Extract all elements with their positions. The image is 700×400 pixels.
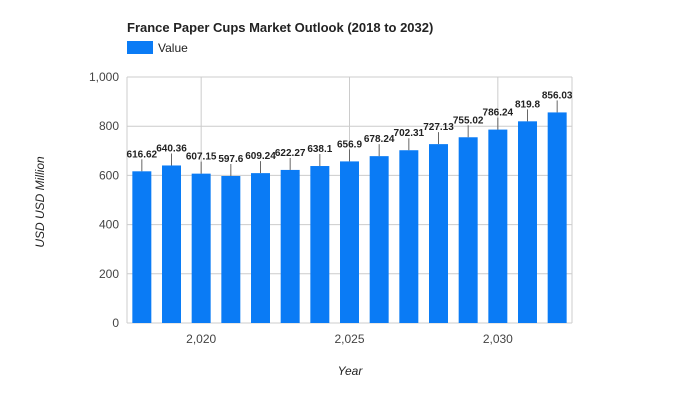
data-label: 678.24 xyxy=(364,134,395,145)
bar xyxy=(162,165,181,323)
data-label: 656.9 xyxy=(337,139,362,150)
bar xyxy=(369,156,389,323)
bar xyxy=(399,150,419,323)
x-tick-label: 2,020 xyxy=(186,332,216,346)
bar xyxy=(221,175,241,323)
bar xyxy=(518,121,537,324)
data-label: 638.1 xyxy=(307,144,332,155)
data-label: 786.24 xyxy=(483,108,514,119)
x-tick-label: 2,025 xyxy=(334,332,364,346)
data-label: 622.27 xyxy=(275,148,306,159)
data-label: 727.13 xyxy=(423,122,454,133)
x-axis-ticks: 2,020 2,025 2,030 xyxy=(186,332,513,346)
y-tick-label: 200 xyxy=(99,267,119,281)
y-tick-label: 600 xyxy=(99,168,119,182)
bar xyxy=(429,144,448,323)
bar xyxy=(310,166,330,323)
bar xyxy=(547,112,567,323)
bars xyxy=(132,112,567,324)
legend-label: Value xyxy=(158,41,188,55)
y-axis-title: USD USD Million xyxy=(33,156,47,248)
data-label: 640.36 xyxy=(156,143,187,154)
data-label: 597.6 xyxy=(218,154,243,165)
legend-swatch xyxy=(127,41,153,54)
y-axis-ticks: 0 200 400 600 800 1,000 xyxy=(89,70,119,330)
data-label: 755.02 xyxy=(453,115,484,126)
bar xyxy=(251,173,270,323)
data-label: 819.8 xyxy=(515,99,540,110)
x-tick-label: 2,030 xyxy=(483,332,513,346)
bar xyxy=(458,137,478,323)
bar xyxy=(191,173,211,323)
data-label: 609.24 xyxy=(245,151,276,162)
y-tick-label: 0 xyxy=(112,316,119,330)
y-tick-label: 1,000 xyxy=(89,70,119,84)
x-axis-title: Year xyxy=(338,364,364,378)
chart-title: France Paper Cups Market Outlook (2018 t… xyxy=(127,20,433,35)
bar xyxy=(132,171,152,323)
bar xyxy=(488,129,508,323)
bar xyxy=(340,161,359,323)
data-label: 616.62 xyxy=(127,149,158,160)
legend: Value xyxy=(127,41,188,55)
data-label: 856.03 xyxy=(542,90,573,101)
data-label: 702.31 xyxy=(394,128,425,139)
data-label: 607.15 xyxy=(186,152,217,163)
bar xyxy=(280,169,300,323)
y-tick-label: 800 xyxy=(99,119,119,133)
y-tick-label: 400 xyxy=(99,218,119,232)
